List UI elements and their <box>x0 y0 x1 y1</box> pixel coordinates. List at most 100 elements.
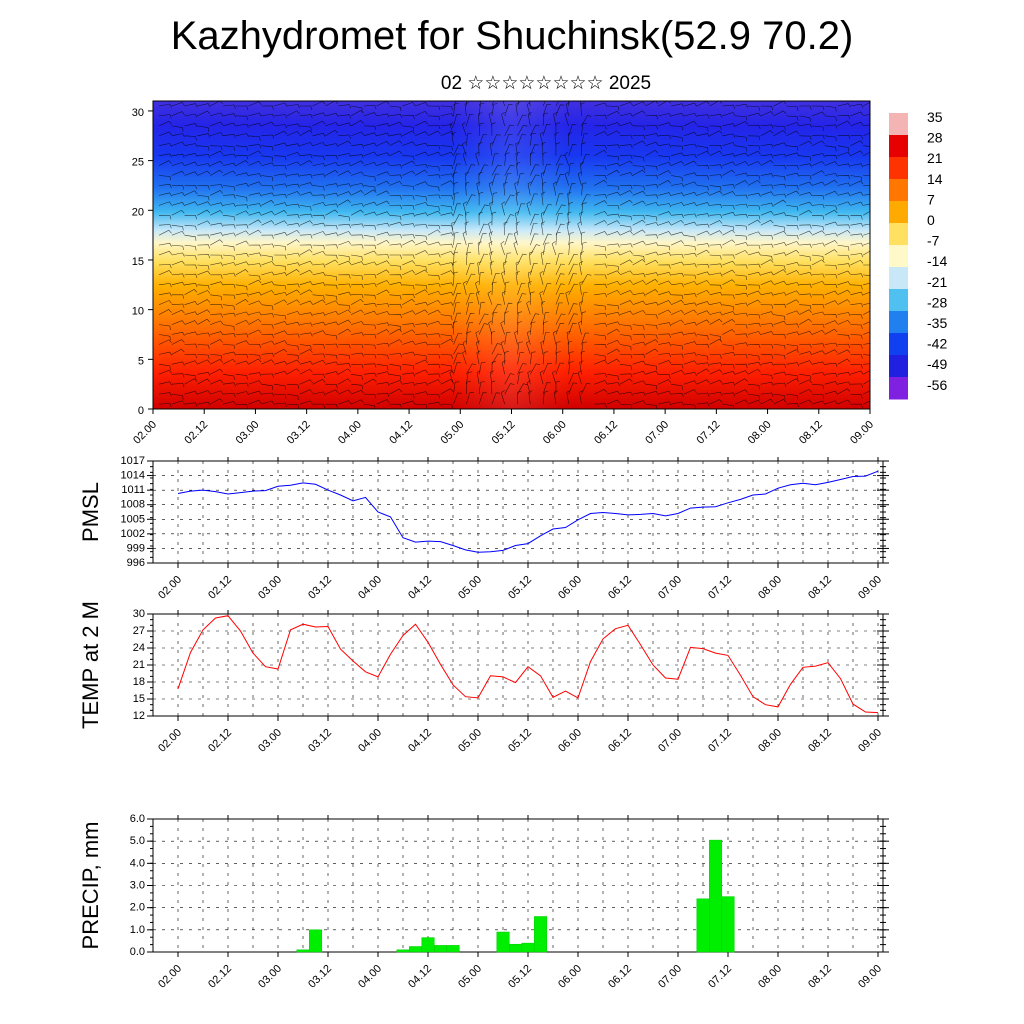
wind-barb <box>540 251 545 266</box>
wind-barb <box>338 140 352 146</box>
wind-barb <box>325 343 338 348</box>
wind-barb <box>478 323 489 335</box>
wind-barb <box>747 192 761 197</box>
wind-barb <box>696 114 710 119</box>
colorbar-swatch <box>889 157 908 180</box>
wind-barb <box>542 312 550 325</box>
wind-barb <box>414 169 428 176</box>
wind-barb <box>261 145 274 151</box>
wind-barb <box>683 172 697 177</box>
wind-barb <box>709 391 723 396</box>
wind-barb <box>197 332 211 337</box>
wind-barb <box>427 241 441 246</box>
wind-barb <box>299 205 312 211</box>
wind-barb <box>709 174 723 179</box>
wind-barb <box>580 350 585 365</box>
wind-barb <box>658 231 672 236</box>
wind-barb <box>527 271 532 285</box>
wind-barb <box>735 234 748 241</box>
wind-barb <box>197 371 211 377</box>
wind-barb <box>222 344 236 350</box>
wind-barb <box>747 231 761 236</box>
wind-barb <box>350 298 364 305</box>
wind-barb <box>658 203 672 208</box>
wind-barb <box>312 299 326 305</box>
wind-barb <box>210 232 224 237</box>
y-tick-label: 0 <box>138 405 144 417</box>
wind-barb <box>376 200 390 206</box>
wind-barb <box>658 155 671 161</box>
wind-barb <box>440 403 453 409</box>
wind-barb <box>235 311 249 316</box>
wind-barb <box>619 230 633 236</box>
wind-barb <box>389 133 403 138</box>
wind-barb <box>606 270 620 276</box>
wind-barb <box>517 253 527 266</box>
wind-barb <box>363 224 376 230</box>
wind-barb <box>824 190 838 196</box>
wind-barb <box>683 380 697 385</box>
wind-barb <box>863 203 870 206</box>
wind-barb <box>709 334 722 341</box>
wind-barb <box>747 354 760 361</box>
wind-barb <box>235 403 248 409</box>
wind-barb <box>222 393 236 398</box>
wind-barb <box>517 124 528 136</box>
wind-barb <box>594 359 608 365</box>
wind-barb <box>671 135 683 142</box>
wind-barb <box>850 403 863 409</box>
wind-barb <box>837 215 850 220</box>
wind-barb <box>722 205 735 210</box>
wind-barb <box>658 333 671 338</box>
wind-barb <box>299 244 313 249</box>
x-tick-label: 03.12 <box>306 574 334 602</box>
colorbar-label: 21 <box>927 150 943 166</box>
wind-barb <box>594 293 607 298</box>
wind-barb <box>824 240 838 246</box>
wind-barb <box>376 260 390 266</box>
wind-barb <box>824 300 838 305</box>
wind-barb <box>619 334 632 341</box>
wind-barb <box>811 224 824 231</box>
wind-barb <box>555 223 565 236</box>
wind-barb <box>683 234 696 242</box>
wind-barb <box>158 270 172 276</box>
wind-barb <box>850 103 864 108</box>
wind-barb <box>286 151 300 156</box>
wind-barb <box>338 363 351 368</box>
wind-barb <box>261 271 275 276</box>
x-tick-label: 06.00 <box>556 574 584 602</box>
wind-barb <box>607 304 620 310</box>
wind-barb <box>594 210 608 216</box>
wind-barb <box>527 280 532 295</box>
wind-barb <box>683 131 697 137</box>
wind-barb <box>389 140 403 146</box>
wind-barb <box>466 331 472 345</box>
wind-barb <box>696 334 709 340</box>
x-tick-label: 07.00 <box>643 419 671 447</box>
wind-barb <box>338 344 351 349</box>
wind-barb <box>645 339 659 345</box>
wind-barb <box>350 120 364 127</box>
wind-barb <box>235 123 249 128</box>
wind-barb <box>658 379 672 385</box>
wind-barb <box>389 204 402 209</box>
wind-barb <box>376 399 390 405</box>
wind-barb <box>261 359 275 365</box>
wind-barb <box>235 204 249 209</box>
wind-barb <box>363 363 377 368</box>
wind-barb <box>670 240 684 246</box>
wind-barb <box>248 372 262 377</box>
wind-barb <box>799 343 812 348</box>
wind-barb <box>501 270 506 285</box>
wind-barb <box>594 373 607 378</box>
x-tick-label: 03.00 <box>256 574 284 602</box>
x-tick-label: 02.00 <box>156 727 184 755</box>
wind-barb <box>824 381 838 386</box>
wind-barb <box>325 232 339 237</box>
wind-barb <box>158 143 172 148</box>
wind-barb <box>683 143 697 148</box>
wind-barb <box>312 353 326 358</box>
wind-barb <box>222 215 235 221</box>
